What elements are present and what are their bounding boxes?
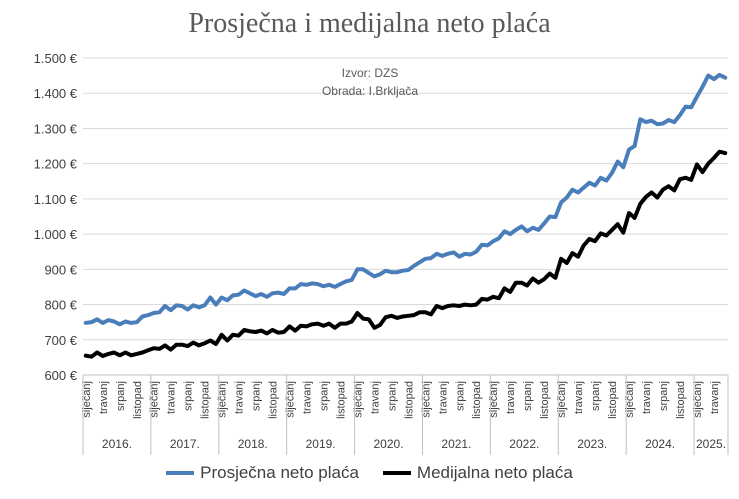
y-tick-label: 800 € (44, 298, 77, 313)
x-tick-label: travanj (166, 381, 178, 414)
x-tick-label: travanj (641, 381, 653, 414)
x-tick-label: srpanj (522, 381, 534, 411)
y-tick-label: 1.000 € (34, 227, 78, 242)
x-tick-label: srpanj (115, 381, 127, 411)
x-tick-label: listopad (132, 381, 144, 419)
x-tick-label: srpanj (251, 381, 263, 411)
x-tick-label: siječanj (624, 381, 636, 418)
x-tick-label: travanj (369, 381, 381, 414)
x-tick-label: siječanj (285, 381, 297, 418)
x-tick-label: srpanj (590, 381, 602, 411)
x-tick-label: srpanj (454, 381, 466, 411)
x-tick-label: siječanj (217, 381, 229, 418)
legend-label-average: Prosječna neto plaća (200, 463, 359, 482)
x-tick-label: srpanj (318, 381, 330, 411)
y-tick-label: 1.300 € (34, 121, 78, 136)
y-tick-label: 1.200 € (34, 157, 78, 172)
y-tick-label: 900 € (44, 262, 77, 277)
annotation-source: Izvor: DZS (342, 66, 399, 80)
chart-title: Prosječna i medijalna neto plaća (188, 8, 551, 39)
x-tick-label: travanj (505, 381, 517, 414)
series-lines (83, 72, 728, 359)
x-tick-label: siječanj (420, 381, 432, 418)
x-tick-label: travanj (98, 381, 110, 414)
year-label: 2025. (696, 437, 726, 451)
x-tick-label: siječanj (352, 381, 364, 418)
legend-item-median: Medijalna neto plaća (382, 463, 573, 483)
x-tick-label: listopad (607, 381, 619, 419)
legend-label-median: Medijalna neto plaća (416, 463, 573, 482)
y-tick-label: 1.400 € (34, 86, 78, 101)
year-label: 2022. (509, 437, 539, 451)
year-label: 2023. (577, 437, 607, 451)
x-tick-label: srpanj (658, 381, 670, 411)
y-tick-label: 600 € (44, 368, 77, 383)
y-tick-label: 1.500 € (34, 51, 78, 66)
year-label: 2019. (306, 437, 336, 451)
x-tick-label: listopad (403, 381, 415, 419)
x-tick-label: travanj (709, 381, 721, 414)
x-tick-label: srpanj (183, 381, 195, 411)
year-label: 2020. (374, 437, 404, 451)
x-tick-label: srpanj (386, 381, 398, 411)
x-tick-label: listopad (539, 381, 551, 419)
x-tick-label: listopad (335, 381, 347, 419)
x-tick-label: siječanj (556, 381, 568, 418)
x-tick-label: siječanj (692, 381, 704, 418)
series-line-average (83, 72, 728, 327)
y-tick-label: 700 € (44, 333, 77, 348)
x-tick-label: siječanj (488, 381, 500, 418)
axes: 600 € 700 € 800 € 900 € 1.000 € 1.100 € 1.200 … (34, 51, 729, 455)
x-tick-label: siječanj (81, 381, 93, 418)
y-tick-label: 1.100 € (34, 192, 78, 207)
year-label: 2016. (102, 437, 132, 451)
x-tick-label: listopad (268, 381, 280, 419)
series-line-median (83, 149, 728, 359)
year-label: 2024. (645, 437, 675, 451)
year-label: 2021. (441, 437, 471, 451)
x-tick-label: travanj (437, 381, 449, 414)
x-tick-label: listopad (675, 381, 687, 419)
year-label: 2018. (238, 437, 268, 451)
legend-swatch-average (166, 471, 195, 475)
x-tick-label: travanj (573, 381, 585, 414)
legend-item-average: Prosječna neto plaća (166, 463, 359, 483)
x-tick-label: travanj (234, 381, 246, 414)
x-tick-label: listopad (471, 381, 483, 419)
year-label: 2017. (170, 437, 200, 451)
annotation-author: Obrada: I.Brkljača (322, 84, 418, 98)
x-tick-label: listopad (200, 381, 212, 419)
legend: Prosječna neto plaća Medijalna neto plać… (0, 463, 739, 483)
x-tick-label: siječanj (149, 381, 161, 418)
x-tick-label: travanj (301, 381, 313, 414)
legend-swatch-median (382, 471, 411, 475)
